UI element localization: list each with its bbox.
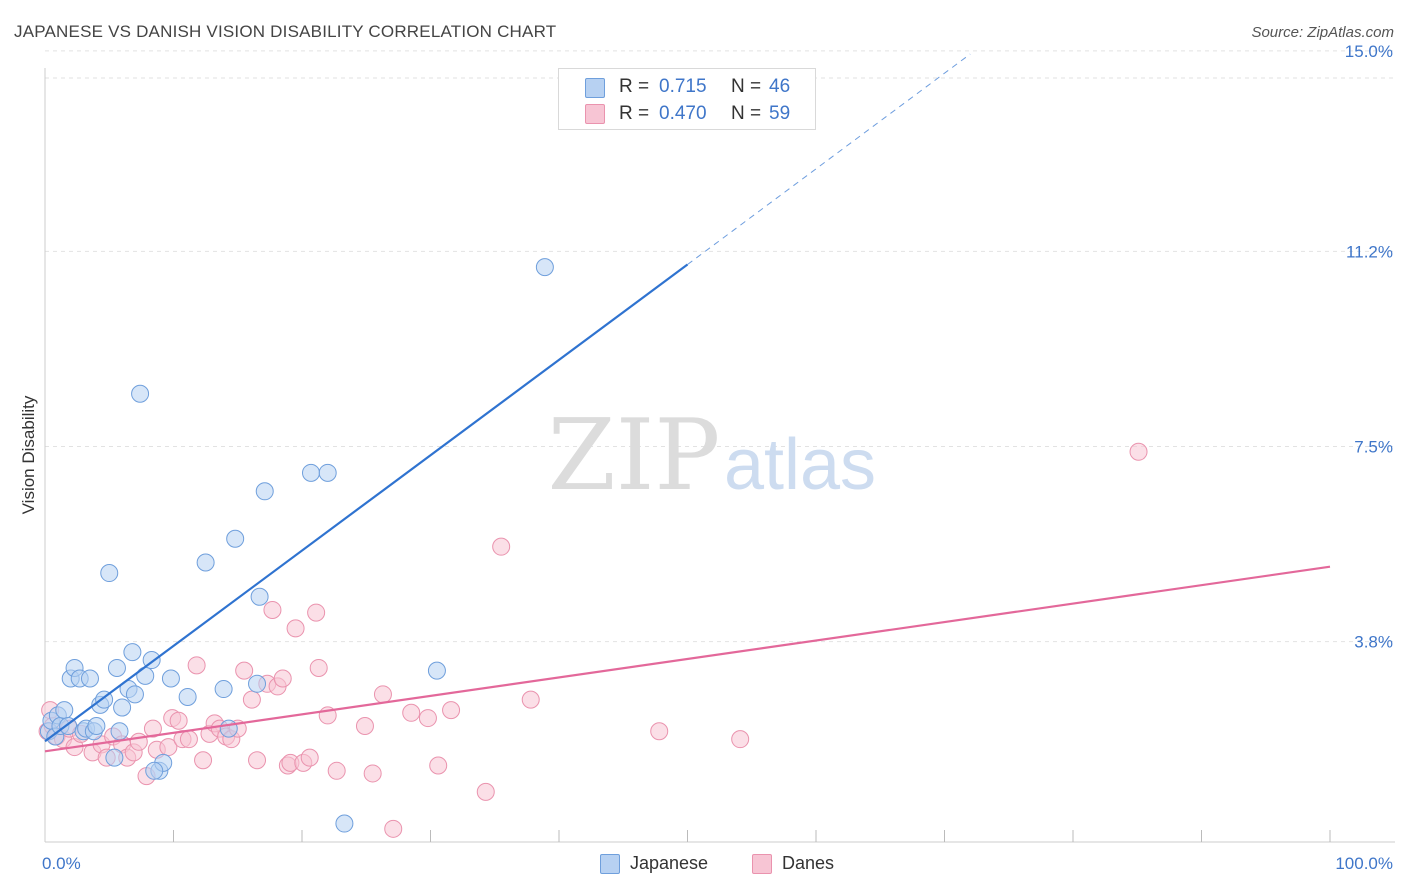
japanese-point: [105, 748, 124, 767]
danes-point: [235, 661, 254, 680]
danes-point: [418, 709, 437, 728]
japanese-point: [318, 463, 337, 482]
danes-point: [402, 703, 421, 722]
danes-point: [309, 658, 328, 677]
danes-point: [521, 690, 540, 709]
japanese-trend-line: [44, 263, 689, 743]
danes-point: [384, 819, 403, 838]
legend-n-label-japanese: N =: [731, 76, 762, 97]
japanese-point: [161, 669, 180, 688]
danes-point: [129, 732, 148, 751]
danes-point: [187, 656, 206, 675]
danes-point: [169, 711, 188, 730]
japanese-point: [125, 685, 144, 704]
danes-point: [355, 716, 374, 735]
japanese-point: [301, 463, 320, 482]
japanese-point: [136, 666, 155, 685]
legend-n-value-japanese: 46: [769, 76, 791, 97]
series-legend-label-japanese: Japanese: [630, 853, 709, 873]
japanese-trend-extension: [687, 53, 971, 265]
series-legend-swatch-danes: [752, 854, 772, 874]
x-tick-label-min: 0.0%: [42, 854, 81, 873]
danes-point: [442, 701, 461, 720]
tick-label-layer: 3.8% 7.5% 11.2% 15.0% 0.0% 100.0%: [42, 42, 1393, 873]
japanese-point: [335, 814, 354, 833]
watermark-zip: ZIP: [548, 399, 721, 513]
danes-point: [650, 722, 669, 741]
japanese-point: [107, 658, 126, 677]
japanese-point: [55, 701, 74, 720]
japanese-point: [178, 687, 197, 706]
danes-point: [248, 751, 267, 770]
y-axis-label: Vision Disability: [19, 395, 38, 514]
danes-point: [300, 748, 319, 767]
series-legend: Japanese Danes: [600, 852, 860, 876]
japanese-point: [123, 643, 142, 662]
danes-point: [143, 719, 162, 738]
japanese-point: [219, 719, 238, 738]
legend-swatch-japanese: [585, 78, 605, 98]
japanese-point: [535, 258, 554, 277]
y-tick-label: 15.0%: [1345, 42, 1393, 61]
watermark-atlas: atlas: [724, 425, 876, 505]
japanese-point: [427, 661, 446, 680]
grid-layer: [45, 50, 1395, 643]
japanese-point: [255, 482, 274, 501]
danes-point: [476, 782, 495, 801]
trend-layer: [44, 53, 1331, 753]
legend-n-value-danes: 59: [769, 103, 791, 124]
danes-point: [242, 690, 261, 709]
japanese-point: [226, 529, 245, 548]
watermark: ZIP atlas: [548, 399, 876, 513]
danes-point: [179, 730, 198, 749]
danes-point: [307, 603, 326, 622]
legend-r-value-japanese: 0.715: [659, 76, 707, 97]
danes-point: [327, 761, 346, 780]
danes-point: [363, 764, 382, 783]
japanese-point: [214, 680, 233, 699]
japanese-point: [110, 722, 129, 741]
legend-r-label-danes: R =: [619, 103, 650, 124]
axis-layer: [44, 68, 1395, 843]
legend-r-value-danes: 0.470: [659, 103, 707, 124]
legend-r-label-japanese: R =: [619, 76, 650, 97]
y-tick-label: 11.2%: [1346, 242, 1393, 261]
series-legend-swatch-japanese: [600, 854, 620, 874]
legend-n-label-danes: N =: [731, 103, 762, 124]
japanese-point: [250, 587, 269, 606]
japanese-point: [87, 716, 106, 735]
correlation-legend: R = 0.715 N = 46 R = 0.470 N = 59: [558, 68, 816, 130]
japanese-point: [100, 564, 119, 583]
japanese-point: [196, 553, 215, 572]
japanese-point: [80, 669, 99, 688]
danes-point: [286, 619, 305, 638]
japanese-point: [145, 761, 164, 780]
danes-point: [731, 730, 750, 749]
danes-point: [1129, 442, 1148, 461]
danes-trend-line: [44, 565, 1331, 753]
danes-point: [373, 685, 392, 704]
danes-point: [263, 600, 282, 619]
danes-point: [429, 756, 448, 775]
y-tick-label: 3.8%: [1354, 633, 1393, 652]
legend-swatch-danes: [585, 104, 605, 124]
japanese-point: [113, 698, 132, 717]
danes-point: [194, 751, 213, 770]
y-tick-label: 7.5%: [1354, 437, 1393, 456]
x-tick-label-max: 100.0%: [1335, 854, 1393, 873]
japanese-point: [131, 384, 150, 403]
series-legend-label-danes: Danes: [782, 853, 835, 873]
chart-source: Source: ZipAtlas.com: [1251, 24, 1394, 41]
danes-point: [492, 537, 511, 556]
chart-title: JAPANESE VS DANISH VISION DISABILITY COR…: [14, 22, 557, 41]
danes-point: [273, 669, 292, 688]
japanese-point: [248, 674, 267, 693]
